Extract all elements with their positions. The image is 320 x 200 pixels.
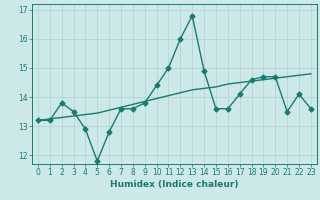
X-axis label: Humidex (Indice chaleur): Humidex (Indice chaleur): [110, 180, 239, 189]
